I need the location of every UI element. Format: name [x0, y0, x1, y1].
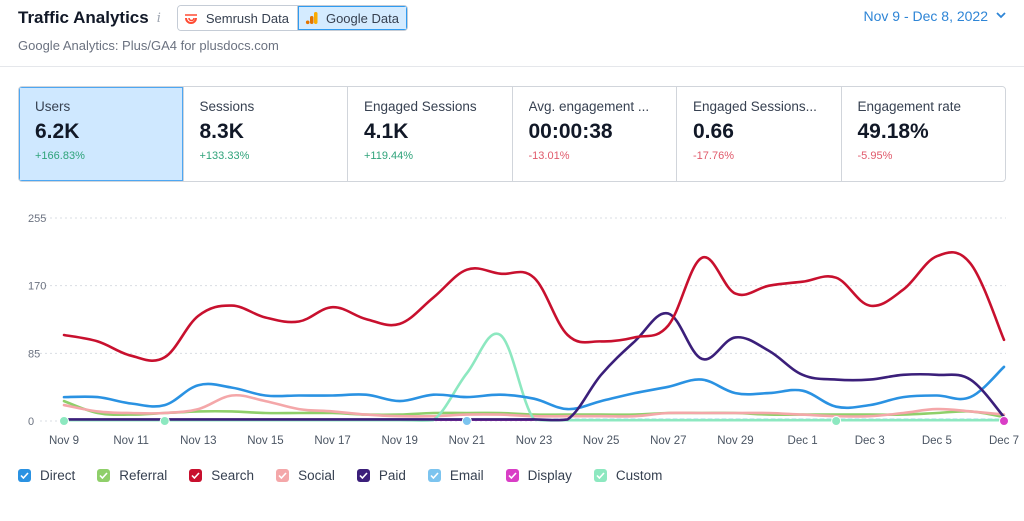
legend-item-paid[interactable]: Paid — [356, 468, 406, 483]
legend-label: Paid — [378, 468, 406, 483]
chart-legend: Direct Referral Search Social Paid Email… — [18, 468, 684, 483]
metric-label: Engaged Sessions — [364, 99, 477, 114]
metric-delta: +133.33% — [199, 150, 250, 162]
x-tick-label: Dec 3 — [855, 435, 885, 447]
legend-label: Search — [211, 468, 255, 483]
x-tick-label: Nov 21 — [449, 435, 485, 447]
metric-label: Sessions — [199, 99, 255, 114]
series-line-paid — [62, 312, 1006, 422]
event-marker — [461, 416, 472, 426]
semrush-data-button[interactable]: Semrush Data — [177, 6, 297, 30]
series-line-direct — [62, 365, 1006, 411]
metric-delta: -17.76% — [693, 150, 734, 162]
series-end-marker — [999, 416, 1009, 426]
checkbox-checked-icon — [18, 469, 31, 482]
checkbox-checked-icon — [97, 469, 111, 482]
x-tick-label: Dec 5 — [922, 435, 952, 447]
legend-label: Social — [298, 468, 335, 483]
x-tick-label: Nov 17 — [314, 435, 350, 447]
page-title: Traffic Analytics — [18, 8, 149, 27]
metric-label: Engagement rate — [857, 99, 962, 114]
info-icon[interactable]: i — [156, 10, 161, 26]
legend-item-custom[interactable]: Custom — [593, 468, 663, 483]
series-line-referral — [62, 399, 1006, 419]
google-data-label: Google Data — [325, 10, 399, 26]
metric-value: 49.18% — [857, 120, 929, 143]
metric-card-sessions[interactable]: Sessions 8.3K +133.33% — [183, 87, 348, 181]
checkbox-checked-icon — [593, 469, 607, 482]
metric-delta: +119.44% — [364, 150, 414, 162]
checkbox-checked-icon — [189, 469, 203, 482]
metric-card-users[interactable]: Users 6.2K +166.83% — [19, 87, 184, 181]
x-tick-label: Nov 23 — [516, 435, 552, 447]
metric-value: 4.1K — [364, 120, 409, 143]
series-line-search — [62, 251, 1006, 363]
traffic-line-chart[interactable]: 0 85 170 255 Nov 9 Nov 11 Nov 13 Nov 15 Nov 17 No… — [0, 198, 1024, 460]
metric-delta: -13.01% — [528, 150, 570, 162]
metric-delta: +166.83% — [35, 150, 85, 162]
date-range-picker[interactable]: Nov 9 - Dec 8, 2022 — [863, 8, 1006, 24]
event-marker — [159, 416, 170, 426]
metric-value: 00:00:38 — [528, 120, 613, 143]
series-line-social — [62, 393, 1006, 418]
metric-card-avg-engagement[interactable]: Avg. engagement ... 00:00:38 -13.01% — [512, 87, 677, 181]
metric-value: 0.66 — [693, 120, 734, 143]
date-range-label: Nov 9 - Dec 8, 2022 — [863, 8, 988, 24]
metric-label: Engaged Sessions... — [693, 99, 817, 114]
semrush-logo-icon — [184, 10, 200, 26]
legend-label: Email — [449, 468, 484, 483]
metrics-bar: Users 6.2K +166.83% Sessions 8.3K +133.3… — [18, 86, 1006, 182]
x-tick-label: Nov 19 — [381, 435, 417, 447]
x-tick-label: Nov 27 — [650, 435, 686, 447]
metric-delta: -5.95% — [857, 150, 893, 162]
account-subtitle: Google Analytics: Plus/GA4 for plusdocs.… — [18, 38, 279, 53]
x-tick-label: Dec 1 — [788, 435, 818, 447]
legend-label: Referral — [119, 468, 168, 483]
checkbox-checked-icon — [427, 469, 441, 482]
x-tick-label: Nov 9 — [49, 435, 79, 447]
google-data-button[interactable]: Google Data — [296, 6, 407, 30]
legend-item-direct[interactable]: Direct — [18, 468, 75, 483]
y-tick-label: 170 — [28, 281, 46, 293]
y-tick-label: 85 — [28, 348, 40, 360]
event-marker — [59, 416, 69, 426]
legend-item-display[interactable]: Display — [505, 468, 572, 483]
legend-item-social[interactable]: Social — [276, 468, 335, 483]
legend-label: Display — [527, 468, 572, 483]
x-tick-label: Nov 25 — [583, 435, 619, 447]
google-analytics-icon — [304, 10, 320, 26]
semrush-data-label: Semrush Data — [205, 10, 289, 26]
metric-label: Users — [35, 99, 71, 114]
x-tick-label: Nov 11 — [113, 435, 149, 447]
metric-value: 6.2K — [35, 120, 80, 143]
x-tick-label: Nov 13 — [180, 435, 216, 447]
metric-card-engagement-rate[interactable]: Engagement rate 49.18% -5.95% — [841, 87, 1005, 181]
metric-card-engaged-sessions[interactable]: Engaged Sessions 4.1K +119.44% — [348, 87, 513, 181]
y-tick-label: 0 — [28, 416, 34, 428]
data-source-toggle: Semrush Data Google Data — [176, 5, 408, 31]
checkbox-checked-icon — [276, 469, 290, 482]
header: Traffic Analytics i Semrush Data Google … — [18, 4, 1006, 32]
legend-label: Custom — [615, 468, 663, 483]
x-tick-label: Dec 7 — [989, 435, 1019, 447]
y-tick-label: 255 — [28, 213, 46, 225]
event-marker — [831, 416, 842, 426]
chevron-down-icon — [996, 10, 1006, 22]
legend-item-referral[interactable]: Referral — [97, 468, 167, 483]
legend-item-email[interactable]: Email — [427, 468, 484, 483]
checkbox-checked-icon — [356, 469, 370, 482]
metric-label: Avg. engagement ... — [528, 99, 650, 114]
legend-label: Direct — [40, 468, 76, 483]
x-tick-label: Nov 29 — [717, 435, 753, 447]
metric-value: 8.3K — [199, 120, 244, 143]
legend-item-search[interactable]: Search — [189, 468, 254, 483]
x-tick-label: Nov 15 — [247, 435, 283, 447]
header-divider — [0, 66, 1024, 67]
metric-card-engaged-sessions-per-user[interactable]: Engaged Sessions... 0.66 -17.76% — [677, 87, 842, 181]
checkbox-checked-icon — [505, 469, 519, 482]
